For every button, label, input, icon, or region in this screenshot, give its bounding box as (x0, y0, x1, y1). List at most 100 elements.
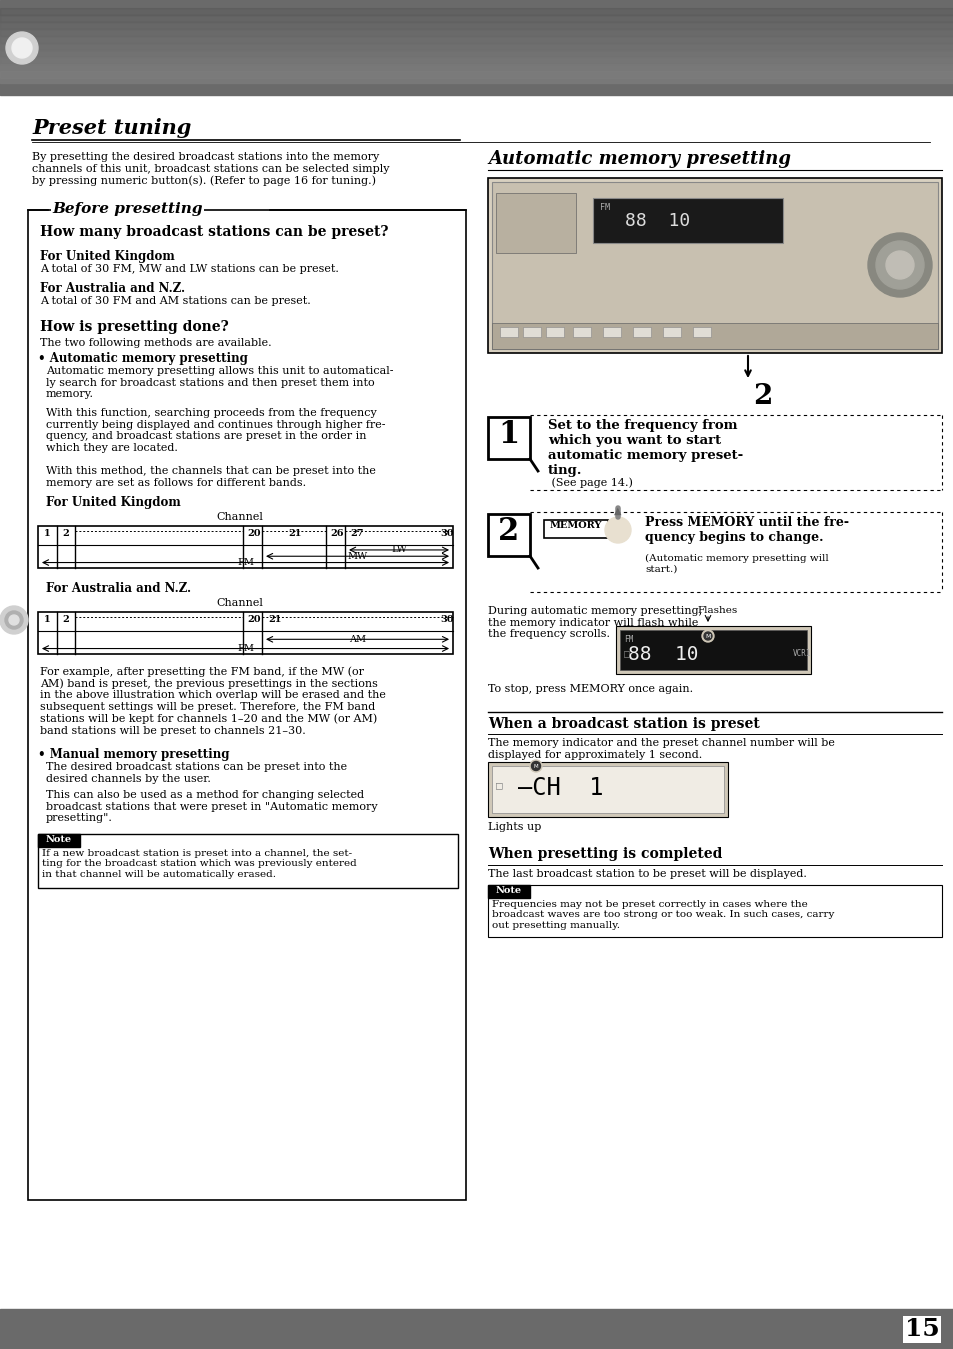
Text: This can also be used as a method for changing selected
broadcast stations that : This can also be used as a method for ch… (46, 791, 377, 823)
Bar (0, 22, 953, 28)
Text: Note: Note (46, 835, 72, 844)
Circle shape (867, 233, 931, 297)
Bar (0, 28, 953, 36)
Text: 21: 21 (289, 529, 302, 538)
Text: During automatic memory presetting,
the memory indicator will flash while
the fr: During automatic memory presetting, the … (488, 606, 701, 639)
Text: • Automatic memory presetting: • Automatic memory presetting (38, 352, 248, 366)
Text: 30: 30 (439, 529, 454, 538)
Circle shape (5, 611, 23, 629)
Text: 1: 1 (497, 420, 519, 451)
Circle shape (531, 761, 540, 770)
Text: Frequencies may not be preset correctly in cases where the
broadcast waves are t: Frequencies may not be preset correctly … (492, 900, 834, 929)
Bar (488, 178, 941, 353)
Circle shape (885, 251, 913, 279)
Bar (0, 36, 953, 43)
Circle shape (6, 32, 38, 63)
Bar (616, 626, 810, 674)
Text: VCR1: VCR1 (792, 649, 811, 658)
Text: 21: 21 (268, 615, 281, 625)
Bar (0, 8, 953, 15)
Circle shape (12, 38, 32, 58)
Text: If a new broadcast station is preset into a channel, the set-
ting for the broad: If a new broadcast station is preset int… (42, 849, 356, 878)
Bar (0, 71, 953, 78)
Bar (692, 326, 710, 337)
Text: M: M (533, 764, 537, 769)
Text: By presetting the desired broadcast stations into the memory
channels of this un: By presetting the desired broadcast stat… (32, 152, 389, 186)
Text: 20: 20 (247, 615, 260, 625)
Bar (492, 766, 723, 813)
Text: 88  10: 88 10 (627, 645, 698, 664)
Bar (488, 885, 530, 898)
Text: Automatic memory presetting allows this unit to automatical-
ly search for broad: Automatic memory presetting allows this … (46, 366, 393, 399)
Text: 15: 15 (903, 1317, 939, 1341)
Text: How many broadcast stations can be preset?: How many broadcast stations can be prese… (40, 225, 388, 239)
Bar (0, 63, 953, 71)
Text: To stop, press MEMORY once again.: To stop, press MEMORY once again. (488, 684, 693, 693)
Text: □: □ (496, 780, 502, 791)
Bar (38, 834, 457, 888)
Bar (0, 1309, 953, 1349)
Bar (0, 57, 953, 63)
Text: LW: LW (391, 545, 407, 554)
Bar (492, 182, 937, 349)
Bar (38, 526, 453, 568)
Circle shape (703, 631, 711, 639)
Text: For Australia and N.Z.: For Australia and N.Z. (46, 581, 191, 595)
Bar (633, 326, 650, 337)
Bar (593, 198, 782, 243)
Text: AM: AM (349, 635, 366, 643)
Bar (619, 630, 806, 670)
Text: FM: FM (236, 643, 253, 653)
Text: For example, after presetting the FM band, if the MW (or
AM) band is preset, the: For example, after presetting the FM ban… (40, 666, 385, 737)
Bar (488, 885, 941, 938)
Circle shape (0, 606, 28, 634)
Circle shape (701, 630, 713, 642)
Text: M: M (704, 634, 710, 638)
Bar (38, 612, 453, 654)
Bar (0, 0, 953, 94)
Text: With this function, searching proceeds from the frequency
currently being displa: With this function, searching proceeds f… (46, 407, 385, 453)
Text: 1: 1 (44, 529, 51, 538)
Text: □: □ (623, 649, 629, 660)
Bar (0, 8, 953, 84)
Text: 88  10: 88 10 (625, 212, 690, 229)
Bar (488, 514, 530, 556)
Text: MW: MW (347, 552, 367, 561)
Bar (0, 43, 953, 50)
Text: MEMORY: MEMORY (549, 521, 601, 530)
Text: 20: 20 (247, 529, 260, 538)
Text: 2: 2 (63, 615, 70, 625)
Text: A total of 30 FM and AM stations can be preset.: A total of 30 FM and AM stations can be … (40, 295, 311, 306)
Text: 2: 2 (63, 529, 70, 538)
Text: —CH  1: —CH 1 (517, 776, 603, 800)
Bar (496, 193, 576, 254)
Text: 2: 2 (752, 383, 772, 410)
Text: Set to the frequency from
which you want to start
automatic memory preset-
ting.: Set to the frequency from which you want… (547, 420, 742, 478)
Text: Before presetting: Before presetting (52, 202, 202, 216)
Bar (522, 326, 540, 337)
Bar (543, 519, 607, 538)
Text: 26: 26 (330, 529, 343, 538)
Text: Lights up: Lights up (488, 822, 540, 832)
Text: (See page 14.): (See page 14.) (547, 478, 632, 487)
Text: Note: Note (496, 886, 521, 894)
Text: How is presetting done?: How is presetting done? (40, 320, 229, 335)
Bar (0, 15, 953, 22)
Circle shape (530, 759, 541, 772)
Bar (488, 762, 727, 817)
Text: Channel: Channel (216, 513, 263, 522)
Bar (662, 326, 680, 337)
Text: FM: FM (599, 204, 609, 213)
Text: ▲: ▲ (614, 506, 621, 517)
Bar (28, 210, 465, 1201)
Bar (488, 417, 530, 459)
Bar (38, 834, 80, 847)
Text: For United Kingdom: For United Kingdom (46, 496, 180, 509)
Text: When a broadcast station is preset: When a broadcast station is preset (488, 718, 759, 731)
Text: For United Kingdom: For United Kingdom (40, 250, 174, 263)
Bar (573, 326, 590, 337)
Bar (0, 50, 953, 57)
Text: FM: FM (236, 558, 253, 567)
Bar (492, 322, 937, 349)
Text: FM: FM (623, 635, 633, 645)
